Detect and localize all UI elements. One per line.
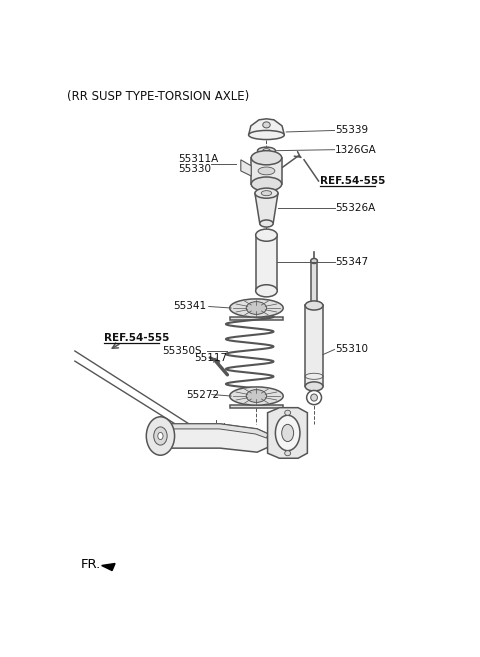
Ellipse shape	[229, 387, 283, 405]
Polygon shape	[170, 424, 268, 438]
Ellipse shape	[263, 148, 270, 152]
Text: 55326A: 55326A	[335, 203, 375, 213]
Ellipse shape	[158, 432, 163, 440]
Polygon shape	[255, 193, 278, 223]
Text: 55310: 55310	[335, 344, 368, 355]
Text: FR.: FR.	[81, 558, 101, 570]
Text: 55341: 55341	[173, 302, 206, 311]
Text: 55272: 55272	[186, 390, 220, 399]
Text: 55347: 55347	[335, 257, 369, 267]
Ellipse shape	[285, 451, 290, 456]
Polygon shape	[241, 160, 251, 176]
Ellipse shape	[307, 390, 322, 405]
Bar	[229, 405, 283, 408]
Ellipse shape	[246, 390, 266, 402]
Text: 55311A: 55311A	[178, 154, 218, 164]
Bar	[251, 158, 282, 184]
Text: 55339: 55339	[335, 125, 369, 135]
Ellipse shape	[260, 220, 273, 227]
Ellipse shape	[258, 167, 275, 175]
Ellipse shape	[263, 122, 270, 128]
Ellipse shape	[251, 177, 282, 191]
Polygon shape	[249, 119, 284, 135]
Ellipse shape	[256, 284, 277, 297]
Bar	[312, 261, 317, 306]
Polygon shape	[102, 564, 115, 570]
Ellipse shape	[305, 301, 323, 310]
Ellipse shape	[154, 427, 167, 445]
Text: 55330: 55330	[178, 164, 211, 174]
Text: REF.54-555: REF.54-555	[104, 333, 169, 344]
Ellipse shape	[249, 131, 284, 139]
Text: REF.54-555: REF.54-555	[321, 176, 386, 186]
Ellipse shape	[285, 410, 290, 415]
Ellipse shape	[276, 415, 300, 451]
Polygon shape	[267, 407, 307, 459]
Bar	[229, 317, 283, 320]
Ellipse shape	[261, 191, 272, 196]
Ellipse shape	[282, 424, 294, 442]
Text: (RR SUSP TYPE-TORSION AXLE): (RR SUSP TYPE-TORSION AXLE)	[67, 90, 250, 103]
Ellipse shape	[251, 150, 282, 165]
Ellipse shape	[311, 258, 317, 263]
Polygon shape	[170, 424, 268, 452]
Ellipse shape	[146, 417, 175, 455]
Text: 55350S: 55350S	[162, 346, 202, 356]
Bar	[305, 306, 323, 386]
Text: 1326GA: 1326GA	[335, 145, 377, 154]
Ellipse shape	[258, 147, 276, 154]
Ellipse shape	[229, 299, 283, 317]
Ellipse shape	[311, 394, 317, 401]
Text: 55117: 55117	[194, 353, 227, 363]
Ellipse shape	[246, 302, 266, 315]
Ellipse shape	[255, 188, 278, 198]
Ellipse shape	[305, 382, 323, 391]
Bar	[256, 235, 277, 291]
Ellipse shape	[256, 229, 277, 241]
